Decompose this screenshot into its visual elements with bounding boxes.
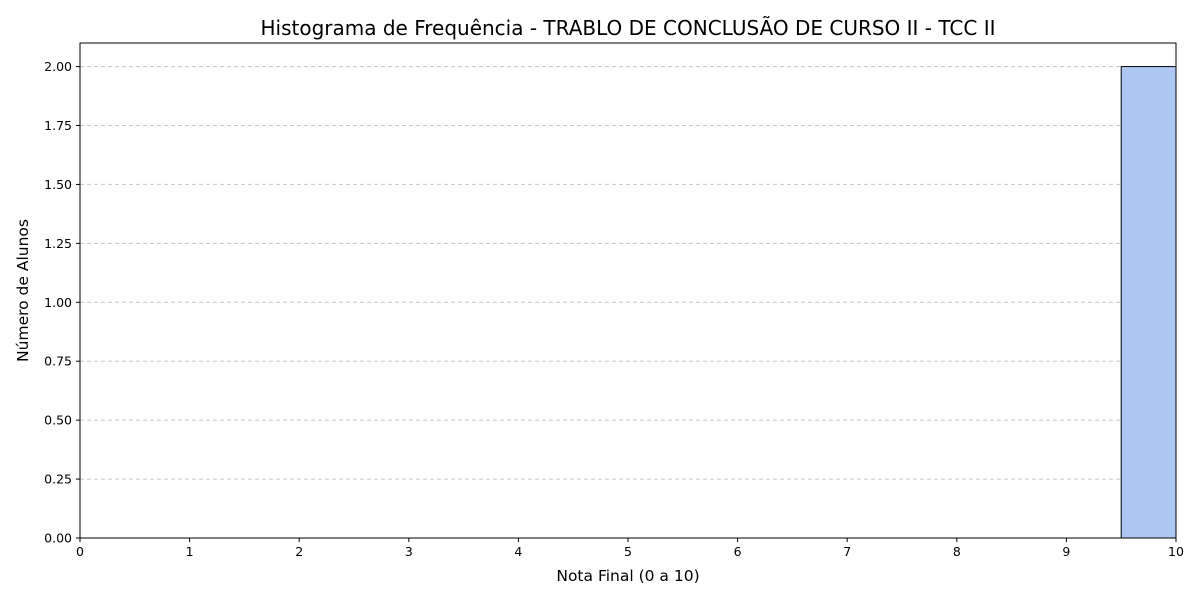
grid-lines xyxy=(80,66,1176,480)
x-axis-ticks: 0 1 2 3 4 5 6 7 8 9 10 xyxy=(76,538,1184,559)
x-tick-label-7: 7 xyxy=(843,544,851,559)
x-tick-label-6: 6 xyxy=(734,544,742,559)
y-axis-ticks: 0.00 0.25 0.50 0.75 1.00 1.25 1.50 1.75 2.00 xyxy=(44,59,80,546)
x-tick-label-8: 8 xyxy=(953,544,961,559)
histogram-bars xyxy=(1120,66,1177,539)
y-tick-label-2: 0.50 xyxy=(44,413,72,428)
x-tick-label-4: 4 xyxy=(514,544,522,559)
histogram-bar-0 xyxy=(1120,66,1177,539)
x-tick-label-10: 10 xyxy=(1168,544,1184,559)
chart-title: Histograma de Frequência - TRABLO DE CON… xyxy=(260,16,995,40)
x-axis-label: Nota Final (0 a 10) xyxy=(556,567,699,585)
x-tick-label-5: 5 xyxy=(624,544,632,559)
y-tick-label-5: 1.25 xyxy=(44,236,72,251)
y-tick-label-8: 2.00 xyxy=(44,59,72,74)
y-tick-label-4: 1.00 xyxy=(44,295,72,310)
y-tick-label-3: 0.75 xyxy=(44,354,72,369)
plot-frame xyxy=(79,42,1177,539)
y-tick-label-7: 1.75 xyxy=(44,118,72,133)
x-tick-label-1: 1 xyxy=(186,544,194,559)
x-tick-label-2: 2 xyxy=(295,544,303,559)
y-tick-label-0: 0.00 xyxy=(44,531,72,546)
x-tick-label-0: 0 xyxy=(76,544,84,559)
y-tick-label-1: 0.25 xyxy=(44,472,72,487)
x-tick-label-9: 9 xyxy=(1062,544,1070,559)
x-tick-label-3: 3 xyxy=(405,544,413,559)
y-tick-label-6: 1.50 xyxy=(44,177,72,192)
y-axis-label: Número de Alunos xyxy=(14,219,32,362)
